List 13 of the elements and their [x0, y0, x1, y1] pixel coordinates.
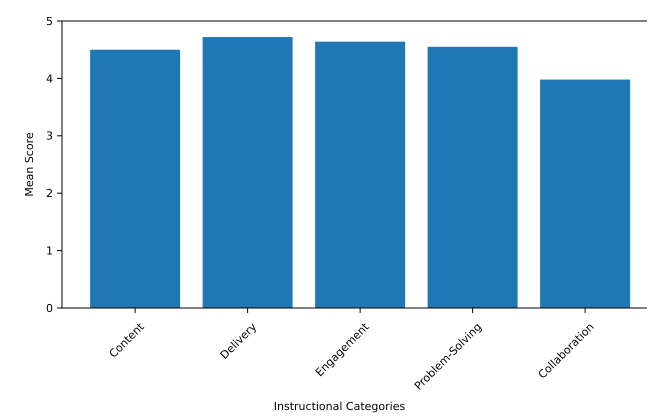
bar	[540, 80, 630, 308]
bar	[202, 37, 293, 308]
y-tick-label: 0	[46, 302, 53, 315]
y-tick-label: 2	[46, 187, 53, 200]
y-tick-label: 5	[46, 14, 53, 28]
y-tick-label: 4	[46, 72, 53, 86]
x-axis-title: Instructional Categories	[274, 400, 406, 413]
bar	[90, 50, 180, 308]
y-tick-label: 1	[46, 244, 53, 258]
y-axis-title: Mean Score	[23, 132, 36, 197]
bar	[315, 42, 406, 308]
y-tick-label: 3	[46, 130, 53, 143]
bar	[428, 46, 518, 308]
